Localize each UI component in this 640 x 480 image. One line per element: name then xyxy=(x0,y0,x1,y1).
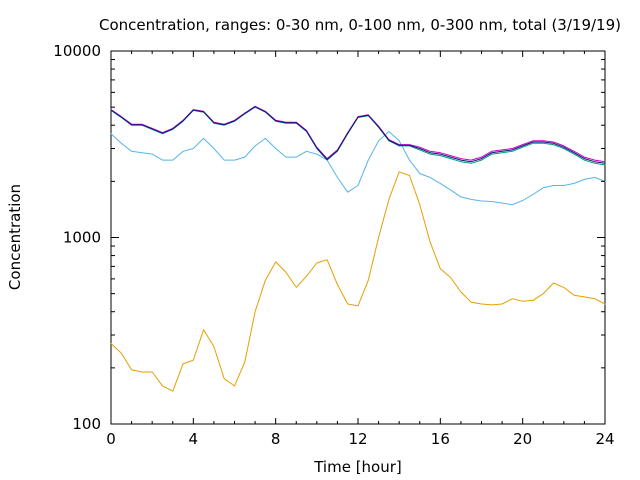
series-line-1 xyxy=(110,171,606,392)
y-tick-label: 100 xyxy=(72,415,101,433)
series-layer xyxy=(110,105,606,392)
x-tick-label: 4 xyxy=(189,430,199,448)
series-line-4 xyxy=(110,105,606,163)
y-axis-label: Concentration xyxy=(6,184,24,290)
x-axis-ticks: 0 4 8 12 16 20 24 xyxy=(106,51,615,448)
series-line-3 xyxy=(110,106,606,166)
series-line-2 xyxy=(110,131,606,206)
x-tick-label: 24 xyxy=(595,430,614,448)
plot-area: 0 4 8 12 16 20 24 100 1000 10000 xyxy=(53,42,614,448)
x-axis-label: Time [hour] xyxy=(313,458,402,476)
x-tick-label: 16 xyxy=(431,430,450,448)
y-tick-label: 10000 xyxy=(53,42,101,60)
chart-title: Concentration, ranges: 0-30 nm, 0-100 nm… xyxy=(99,16,621,34)
plot-frame xyxy=(110,50,606,425)
x-tick-label: 20 xyxy=(513,430,532,448)
y-tick-label: 1000 xyxy=(63,229,101,247)
x-tick-label: 0 xyxy=(106,430,116,448)
x-tick-label: 12 xyxy=(348,430,367,448)
x-tick-label: 8 xyxy=(271,430,281,448)
y-axis-ticks: 100 1000 10000 xyxy=(53,42,605,433)
series-line-5 xyxy=(110,106,606,164)
